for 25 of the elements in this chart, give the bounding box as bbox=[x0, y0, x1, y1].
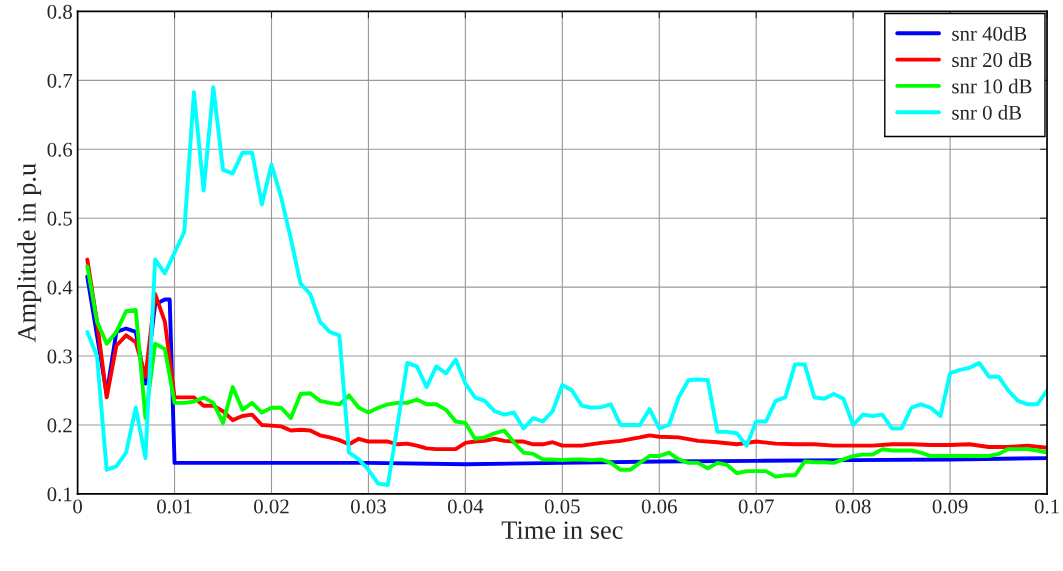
x-tick-label: 0.04 bbox=[447, 499, 484, 514]
x-axis-title: Time in sec bbox=[501, 521, 623, 540]
y-tick-label: 0.3 bbox=[47, 349, 72, 364]
x-tick-label: 0 bbox=[73, 499, 83, 514]
y-tick-label: 0.7 bbox=[47, 73, 73, 88]
legend-label: snr 10 dB bbox=[952, 78, 1032, 94]
legend-label: snr 20 dB bbox=[952, 52, 1032, 68]
y-tick-label: 0.2 bbox=[47, 418, 72, 433]
legend-label: snr 0 dB bbox=[952, 105, 1022, 120]
x-tick-label: 0.09 bbox=[932, 499, 968, 514]
x-tick-label: 0.03 bbox=[351, 499, 386, 514]
x-tick-label: 0.07 bbox=[738, 499, 774, 514]
x-tick-label: 0.02 bbox=[254, 499, 289, 514]
y-tick-label: 0.5 bbox=[47, 211, 72, 226]
y-tick-label: 0.4 bbox=[47, 280, 73, 295]
y-tick-label: 0.1 bbox=[47, 487, 72, 502]
x-tick-label: 0.06 bbox=[641, 499, 677, 514]
x-tick-label: 0.05 bbox=[544, 499, 580, 514]
x-tick-label: 0.08 bbox=[835, 499, 871, 514]
y-tick-label: 0.6 bbox=[47, 142, 73, 157]
legend-label: snr 40dB bbox=[952, 26, 1027, 41]
y-axis-title: Amplitude in p.u bbox=[17, 163, 42, 343]
x-tick-label: 0.01 bbox=[157, 499, 192, 514]
y-tick-label: 0.8 bbox=[47, 4, 72, 19]
x-tick-label: 0.1 bbox=[1034, 499, 1059, 514]
